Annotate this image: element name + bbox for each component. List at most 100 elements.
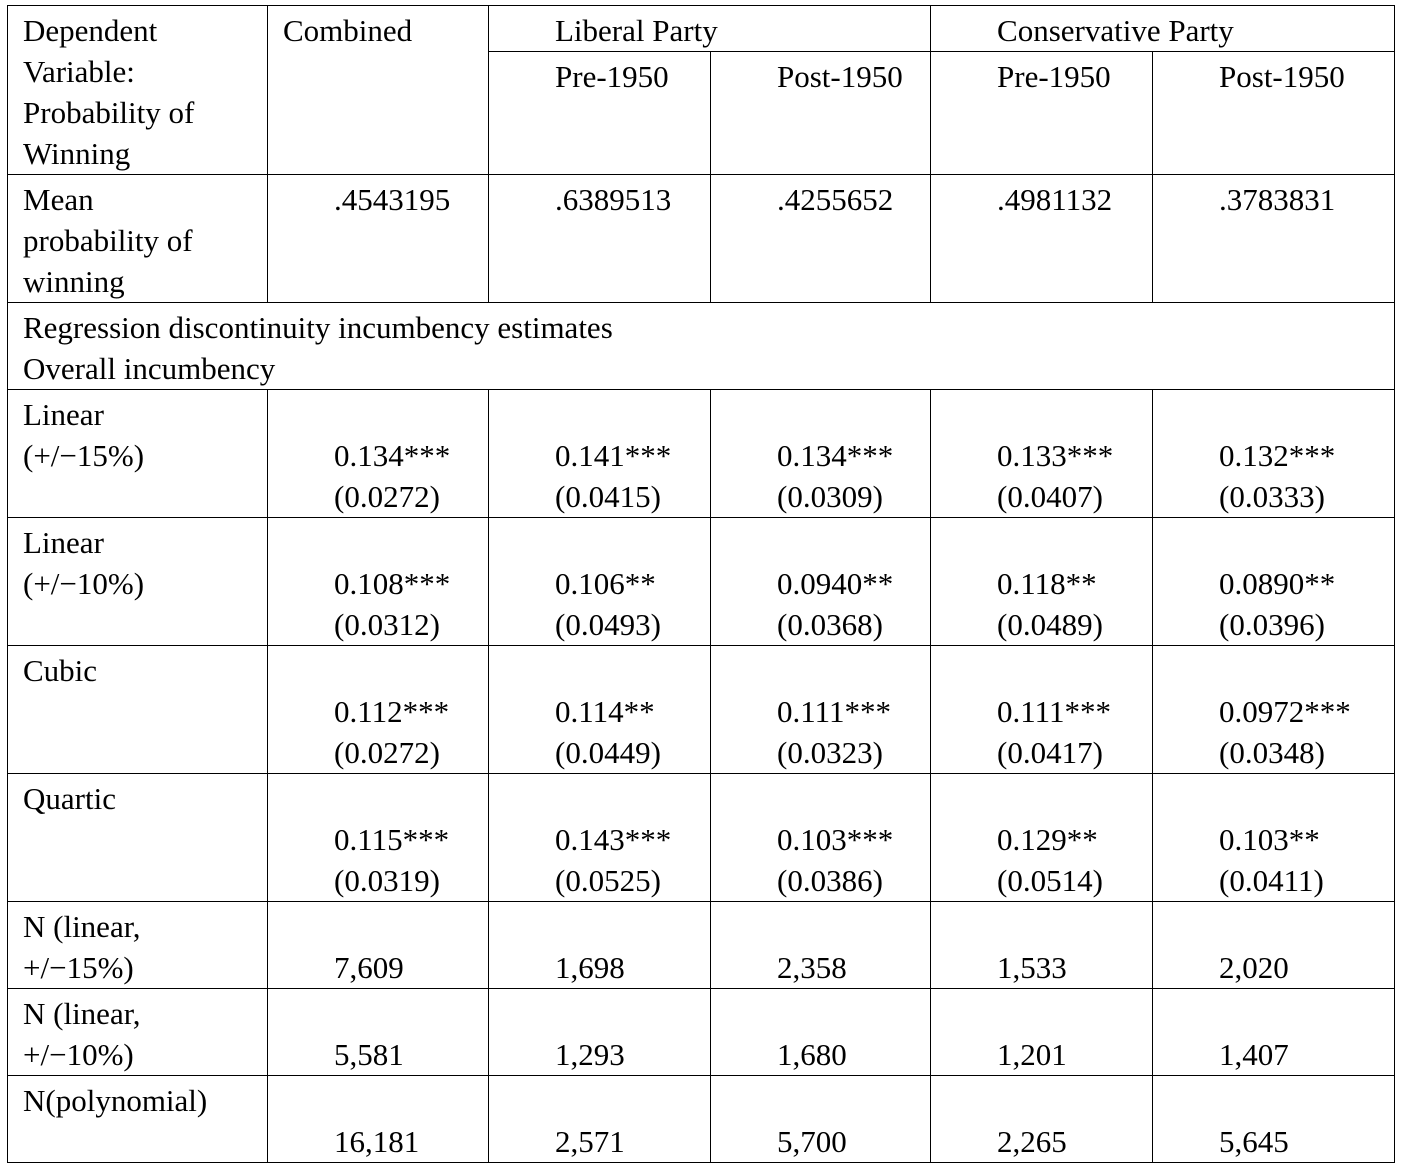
estimate-label-line: Linear [23,525,104,560]
mean-value: .4981132 [997,182,1113,217]
con-pre-label: Pre-1950 [997,59,1111,95]
coefficient: 0.106** [555,566,656,601]
mean-value-cell: .4255652 [709,174,932,303]
mean-value-cell: .4543195 [267,174,489,303]
estimate-cell: 0.134*** (0.0309) [709,389,932,518]
standard-error: (0.0386) [777,863,883,898]
estimate-cell: 0.112*** (0.0272) [267,645,489,774]
estimate-row: Quartic 0.115*** (0.0319) 0.143*** (0.0525… [7,773,1396,902]
mean-value: .3783831 [1219,182,1336,217]
coefficient: 0.118** [997,566,1097,601]
n-cell: 5,581 [267,988,489,1076]
n-value: 1,680 [777,1037,847,1072]
estimate-cell: 0.133*** (0.0407) [930,389,1154,518]
mean-value-cell: .3783831 [1152,174,1396,303]
mean-value-cell: .4981132 [930,174,1154,303]
coefficient: 0.132*** [1219,438,1336,473]
estimate-cell: 0.103** (0.0411) [1152,773,1396,902]
n-label-line: +/−10%) [23,1037,134,1072]
n-cell: 5,645 [1152,1075,1396,1163]
dep-var-line: Probability of [23,95,195,130]
regression-table: Dependent Variable: Probability of Winni… [6,4,1396,1163]
estimate-label: Linear (+/−10%) [7,517,268,646]
coefficient: 0.108*** [334,566,451,601]
mean-value-cell: .6389513 [488,174,711,303]
lib-post-header: Post-1950 [709,51,932,175]
n-cell: 2,571 [488,1075,711,1163]
n-cell: 2,265 [930,1075,1154,1163]
estimate-label-line: Quartic [23,781,116,816]
lib-post-label: Post-1950 [777,59,903,95]
standard-error: (0.0272) [334,479,440,514]
n-value: 1,533 [997,950,1067,985]
coefficient: 0.0890** [1219,566,1336,601]
estimate-cell: 0.0940** (0.0368) [709,517,932,646]
n-value: 1,293 [555,1037,625,1072]
n-cell: 1,680 [709,988,932,1076]
estimate-row: Linear (+/−15%) 0.134*** (0.0272) 0.141**… [7,389,1396,518]
n-cell: 1,698 [488,901,711,989]
n-cell: 5,700 [709,1075,932,1163]
n-value: 2,265 [997,1124,1067,1159]
coefficient: 0.114** [555,694,655,729]
header-row-1: Dependent Variable: Probability of Winni… [7,4,1396,175]
mean-label-line: Mean [23,182,94,217]
estimate-cell: 0.134*** (0.0272) [267,389,489,518]
n-cell: 1,201 [930,988,1154,1076]
estimate-cell: 0.118** (0.0489) [930,517,1154,646]
standard-error: (0.0417) [997,735,1103,770]
estimate-cell: 0.0890** (0.0396) [1152,517,1396,646]
n-label-line: +/−15%) [23,950,134,985]
standard-error: (0.0309) [777,479,883,514]
n-cell: 2,020 [1152,901,1396,989]
estimate-cell: 0.103*** (0.0386) [709,773,932,902]
dep-var-line: Dependent [23,13,158,48]
coefficient: 0.111*** [997,694,1111,729]
n-cell: 1,407 [1152,988,1396,1076]
n-row-label: N(polynomial) [7,1075,268,1163]
standard-error: (0.0272) [334,735,440,770]
mean-row: Mean probability of winning .4543195 .63… [7,174,1396,303]
n-value: 5,645 [1219,1124,1289,1159]
mean-label-line: winning [23,264,125,299]
n-value: 1,698 [555,950,625,985]
coefficient: 0.112*** [334,694,450,729]
estimate-cell: 0.111*** (0.0323) [709,645,932,774]
conservative-party-header: Conservative Party [930,4,1396,53]
mean-row-label: Mean probability of winning [7,174,268,303]
estimate-label-line: (+/−15%) [23,438,145,473]
n-label-line: N (linear, [23,996,141,1031]
n-label-line: N (linear, [23,909,141,944]
coefficient: 0.141*** [555,438,672,473]
standard-error: (0.0348) [1219,735,1325,770]
coefficient: 0.0972*** [1219,694,1351,729]
section-subtitle: Overall incumbency [23,351,276,386]
n-value: 1,407 [1219,1037,1289,1072]
estimate-label: Linear (+/−15%) [7,389,268,518]
n-value: 1,201 [997,1037,1067,1072]
standard-error: (0.0514) [997,863,1103,898]
n-value: 5,700 [777,1124,847,1159]
n-value: 16,181 [334,1124,420,1159]
dep-var-line: Winning [23,136,131,171]
coefficient: 0.103** [1219,822,1320,857]
mean-value: .4255652 [777,182,894,217]
mean-label-line: probability of [23,223,193,258]
section-row: Regression discontinuity incumbency esti… [6,302,1396,390]
estimate-label: Cubic [7,645,268,774]
section-heading: Regression discontinuity incumbency esti… [6,302,1396,390]
dep-var-header: Dependent Variable: Probability of Winni… [7,5,268,175]
n-row: N(polynomial) 16,181 2,571 5,700 2,265 5… [7,1075,1396,1163]
n-row: N (linear, +/−15%) 7,609 1,698 2,358 1,5… [7,901,1396,989]
coefficient: 0.103*** [777,822,894,857]
n-value: 2,020 [1219,950,1289,985]
standard-error: (0.0449) [555,735,661,770]
n-row: N (linear, +/−10%) 5,581 1,293 1,680 1,2… [7,988,1396,1076]
con-post-header: Post-1950 [1152,51,1396,175]
n-cell: 1,533 [930,901,1154,989]
dep-var-line: Variable: [23,54,135,89]
estimate-cell: 0.114** (0.0449) [488,645,711,774]
section-title: Regression discontinuity incumbency esti… [23,310,613,345]
coefficient: 0.0940** [777,566,894,601]
liberal-label: Liberal Party [555,13,718,48]
